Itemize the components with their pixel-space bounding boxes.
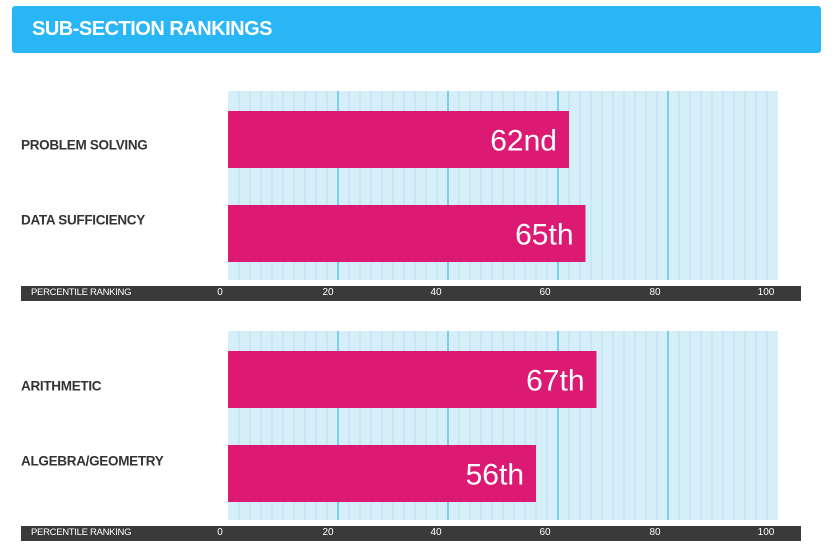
x-tick-label: 0 [217,527,223,538]
x-tick-label: 100 [757,287,775,298]
chart-1-plot: 62nd 65th [228,91,778,280]
x-axis-title: PERCENTILE RANKING [31,527,132,538]
bar [228,111,569,168]
bar [228,205,586,262]
x-axis-bar: PERCENTILE RANKING 0 20 40 60 80 100 [21,526,801,541]
x-tick-label: 80 [649,287,661,298]
chart-2-plot: 67th 56th [228,331,778,520]
x-tick-label: 60 [539,527,551,538]
category-label: PROBLEM SOLVING [21,137,148,153]
x-tick-label: 20 [322,527,334,538]
category-label: ALGEBRA/GEOMETRY [21,453,164,469]
category-label: ARITHMETIC [21,378,102,394]
category-label: DATA SUFFICIENCY [21,212,145,228]
bar [228,445,536,502]
chart-panel-1: 62nd 65th PROBLEM SOLVING DATA SUFFICIENC… [12,66,821,302]
bar-value-label: 65th [515,219,573,252]
section-header: SUB-SECTION RANKINGS [12,6,821,53]
x-tick-label: 0 [217,287,223,298]
bar [228,351,597,408]
x-axis-bar: PERCENTILE RANKING 0 20 40 60 80 100 [21,286,801,301]
x-tick-label: 100 [757,527,775,538]
x-axis-title: PERCENTILE RANKING [31,287,132,298]
bar-value-label: 67th [526,365,584,398]
x-tick-label: 60 [539,287,551,298]
x-tick-label: 80 [649,527,661,538]
section-title: SUB-SECTION RANKINGS [32,18,273,40]
bar-value-label: 62nd [490,125,557,158]
chart-panel-2: 67th 56th ARITHMETIC ALGEBRA/GEOMETRY PER… [12,316,821,548]
bar-value-label: 56th [466,459,524,492]
x-tick-label: 40 [430,527,442,538]
x-tick-label: 40 [430,287,442,298]
x-tick-label: 20 [322,287,334,298]
